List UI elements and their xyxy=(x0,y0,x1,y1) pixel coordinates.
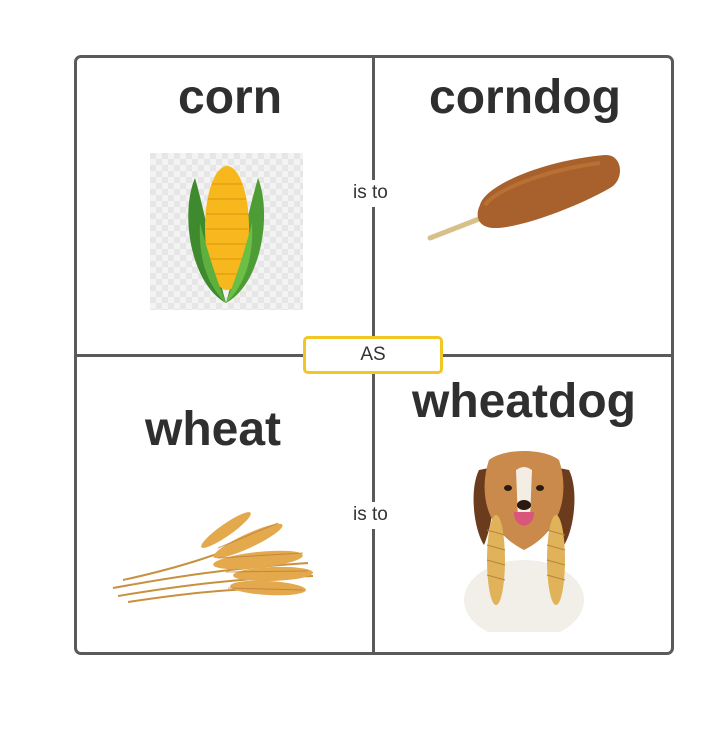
word-wheat: wheat xyxy=(145,403,282,456)
wheat-bundle-icon xyxy=(112,512,314,603)
word-wheatdog: wheatdog xyxy=(412,375,636,428)
word-corn: corn xyxy=(178,71,283,124)
connector-is-to-bottom: is to xyxy=(347,502,394,529)
as-label-box: AS xyxy=(303,336,443,374)
dog-with-wheat-image xyxy=(464,451,584,632)
corndog-icon xyxy=(427,154,621,241)
as-label: AS xyxy=(360,344,386,365)
connector-is-to-top: is to xyxy=(347,180,394,207)
corn-cob-icon xyxy=(150,153,303,310)
word-corndog: corndog xyxy=(429,71,621,124)
